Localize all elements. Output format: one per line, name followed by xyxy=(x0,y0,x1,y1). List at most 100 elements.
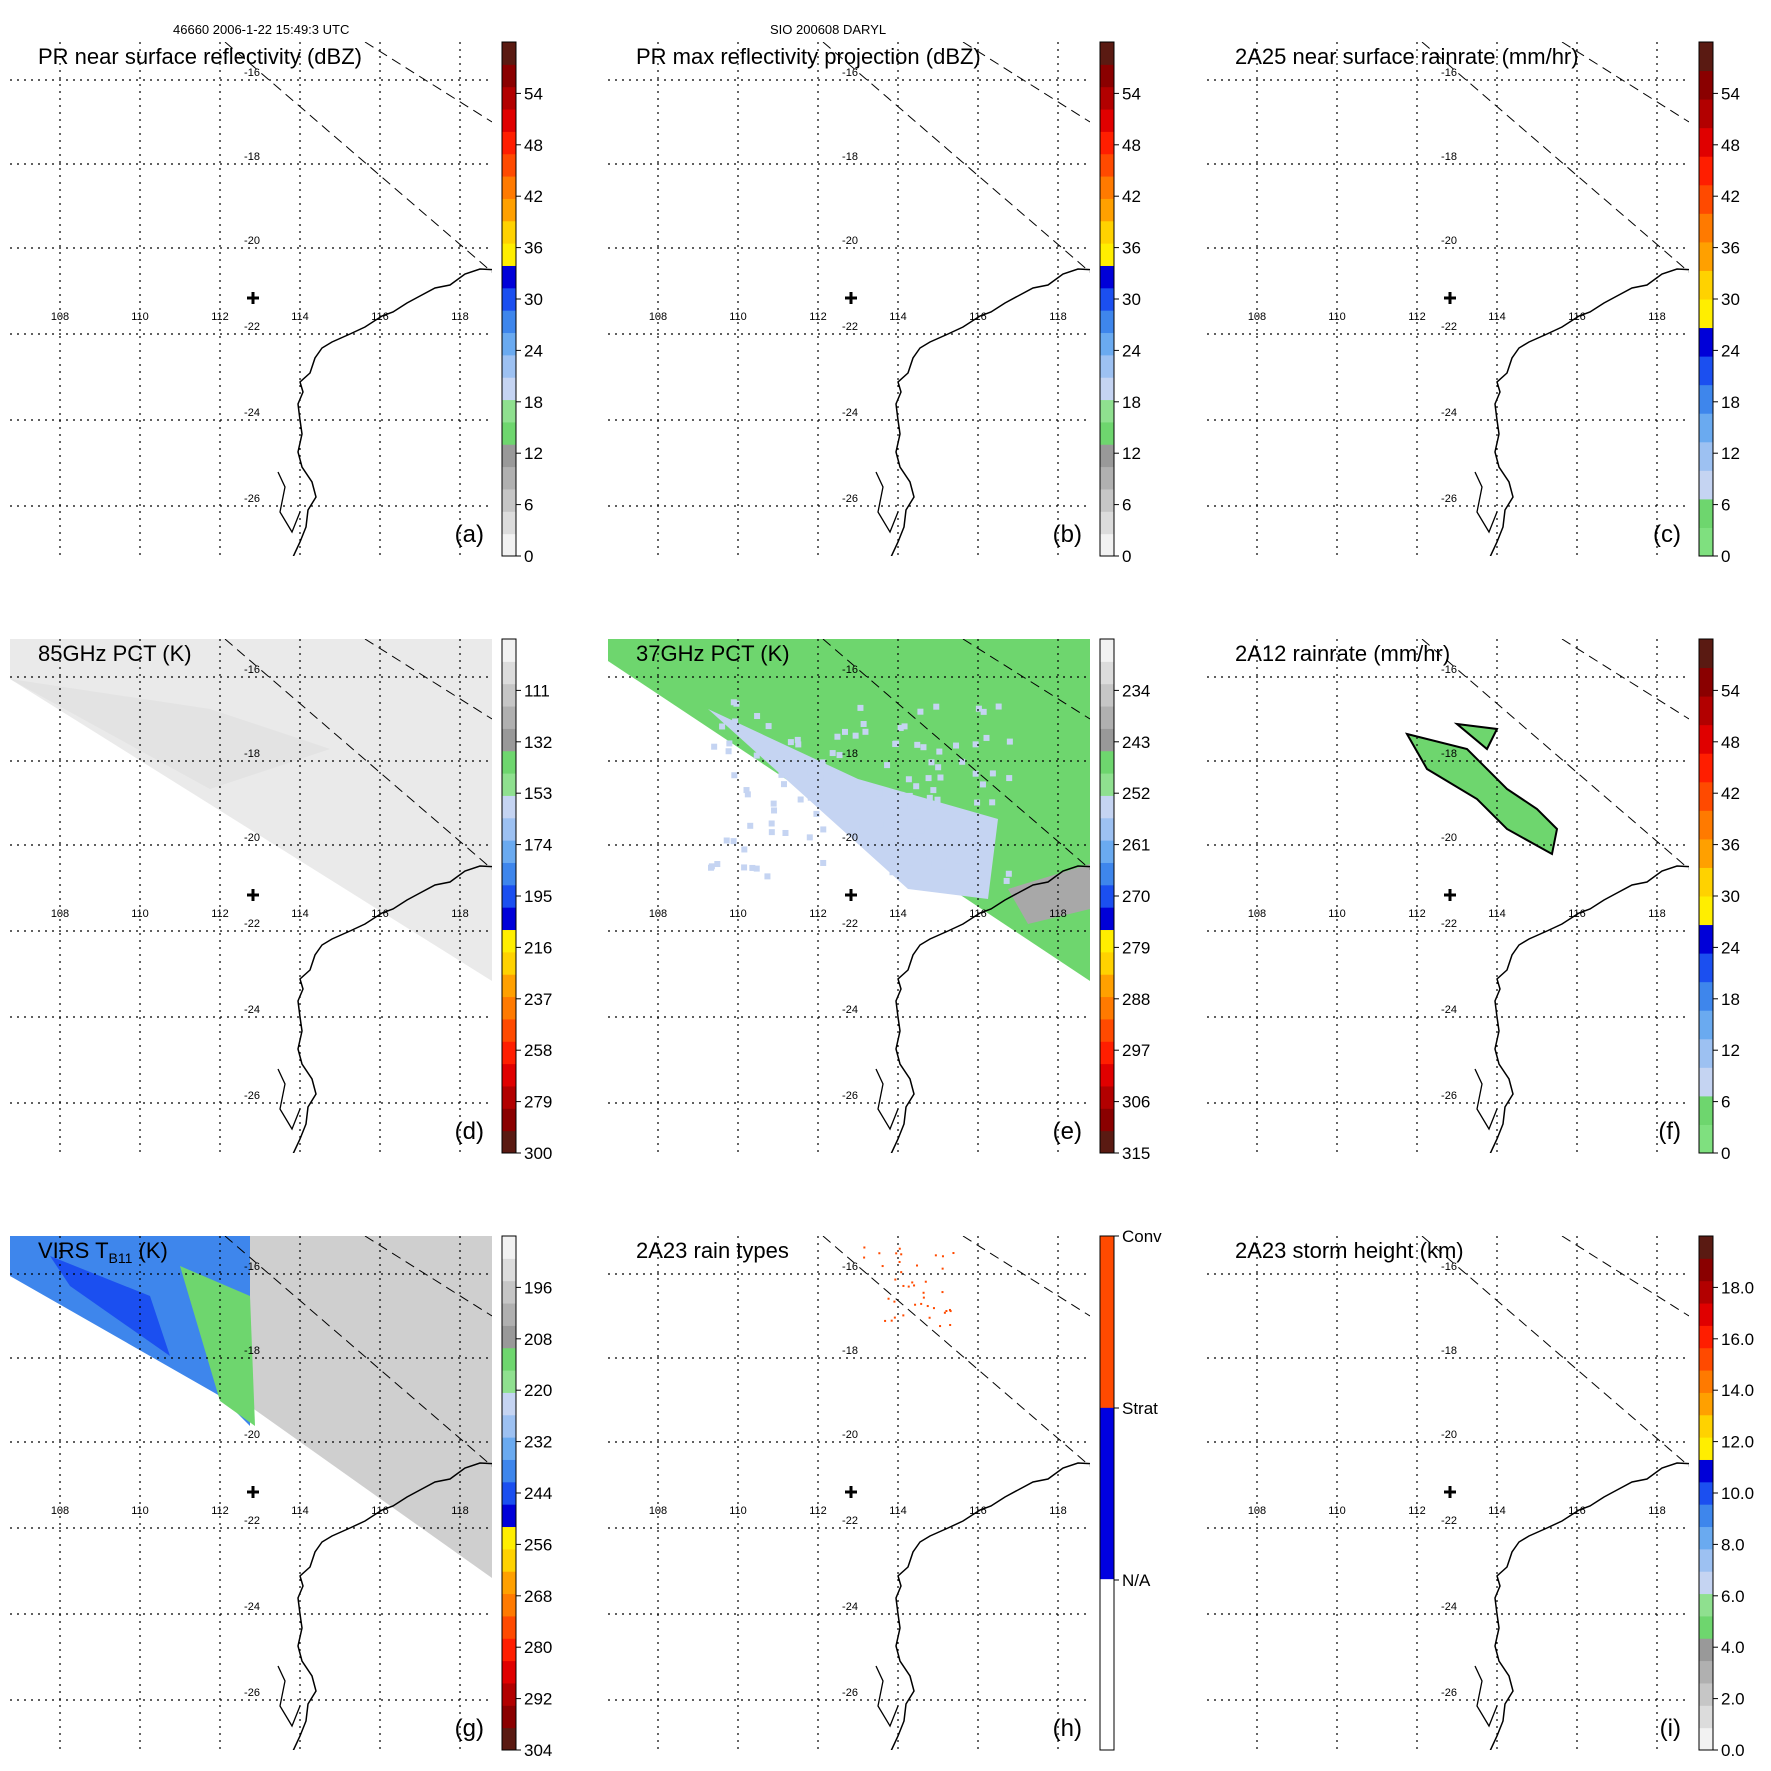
virs-cloud-edge xyxy=(180,1266,255,1426)
colorbar-b: 0 6 12 18 24 30 36 42 48 54 xyxy=(1099,41,1141,566)
colorbar-segment xyxy=(502,728,516,752)
pct37-pixel xyxy=(834,733,841,740)
lat-label: -20 xyxy=(244,235,260,247)
lon-label: 110 xyxy=(1328,1505,1346,1517)
colorbar-segment xyxy=(502,444,516,468)
pct37-pixel xyxy=(836,752,843,759)
colorbar-segment xyxy=(1100,176,1114,199)
colorbar-segment xyxy=(1699,838,1713,868)
colorbar-segment xyxy=(1100,840,1114,863)
colorbar-segment xyxy=(502,1258,516,1282)
colorbar-segment xyxy=(502,1280,516,1304)
colorbar-segment xyxy=(1100,1130,1114,1154)
pct37-pixel xyxy=(946,856,953,863)
lat-label: -18 xyxy=(1441,748,1457,760)
colorbar-segment xyxy=(1100,683,1114,707)
colorbar-segment xyxy=(502,42,516,65)
pct37-pixel xyxy=(981,862,988,869)
colorbar-segment xyxy=(502,466,516,490)
colorbar-segment xyxy=(502,1459,516,1483)
pr-swath-edge xyxy=(1421,1236,1689,1467)
lon-label: 110 xyxy=(131,1505,149,1517)
panel-c-map xyxy=(1207,42,1689,556)
pct37-pixel xyxy=(1006,738,1013,745)
panel-letter: (f) xyxy=(1658,1118,1681,1145)
colorbar-segment xyxy=(1100,466,1114,490)
pct37-pixel xyxy=(842,728,849,735)
conv-pixel xyxy=(922,1296,925,1299)
colorbar-tick-label: 30 xyxy=(1721,290,1740,309)
conv-pixel xyxy=(924,1280,927,1283)
colorbar-segment xyxy=(1699,270,1713,300)
colorbar-f: 0 6 12 18 24 30 36 42 48 54 xyxy=(1698,638,1740,1163)
colorbar-tick-label: 24 xyxy=(1122,341,1141,360)
colorbar-segment xyxy=(502,750,516,774)
colorbar-tick-label: Conv xyxy=(1122,1227,1162,1246)
pct37-pixel xyxy=(889,869,896,876)
colorbar-segment xyxy=(502,1414,516,1438)
colorbar-segment xyxy=(502,198,516,222)
lat-label: -16 xyxy=(842,67,858,79)
colorbar-segment xyxy=(502,974,516,998)
colorbar-segment xyxy=(1699,1280,1713,1304)
colorbar-segment xyxy=(502,310,516,334)
colorbar-tick-label: 30 xyxy=(1122,290,1141,309)
colorbar-segment xyxy=(502,840,516,863)
colorbar-tick-label: 54 xyxy=(1721,681,1740,700)
colorbar-tick-label: 54 xyxy=(524,84,543,103)
lon-label: 112 xyxy=(1408,1505,1426,1517)
lat-label: -16 xyxy=(1441,1261,1457,1273)
lon-label: 116 xyxy=(969,311,987,323)
colorbar-segment xyxy=(1699,753,1713,783)
colorbar-tick-label: 279 xyxy=(524,1093,552,1112)
conv-pixel xyxy=(893,1300,896,1303)
colorbar-segment xyxy=(1699,356,1713,386)
colorbar-tick-label: 14.0 xyxy=(1721,1381,1754,1400)
colorbar-tick-label: 42 xyxy=(1721,187,1740,206)
panel-f-map xyxy=(1207,639,1689,1153)
colorbar-tick-label: N/A xyxy=(1122,1571,1151,1590)
colorbar-segment xyxy=(1699,1526,1713,1550)
lat-label: -16 xyxy=(244,664,260,676)
conv-pixel xyxy=(894,1278,897,1281)
lat-label: -16 xyxy=(842,1261,858,1273)
lat-label: -18 xyxy=(244,151,260,163)
pct37-pixel xyxy=(989,770,996,777)
pct37-pixel xyxy=(936,807,943,814)
conv-pixel xyxy=(926,1305,929,1308)
pr-swath-edge xyxy=(962,42,1090,123)
conv-pixel xyxy=(945,1310,948,1313)
lat-label: -16 xyxy=(842,664,858,676)
coastline-bay xyxy=(875,1068,899,1131)
lon-label: 114 xyxy=(291,1505,309,1517)
pct37-pixel xyxy=(897,724,904,731)
colorbar-segment xyxy=(502,109,516,132)
lat-label: -16 xyxy=(1441,664,1457,676)
colorbar-segment xyxy=(1699,1727,1713,1751)
colorbar-segment xyxy=(1100,533,1114,557)
colorbar-segment xyxy=(502,1705,516,1729)
pr-swath-edge xyxy=(822,639,1090,870)
pct37-pixel xyxy=(910,838,917,845)
conv-pixel xyxy=(884,1319,887,1322)
pct37-pixel xyxy=(820,826,827,833)
lat-label: -22 xyxy=(244,321,260,333)
colorbar-segment xyxy=(502,377,516,401)
pct37-pixel xyxy=(972,770,979,777)
colorbar-segment xyxy=(1699,1414,1713,1438)
colorbar-tick-label: 216 xyxy=(524,938,552,957)
colorbar-segment xyxy=(1699,413,1713,443)
pct37-pixel xyxy=(852,732,859,739)
pct37-pixel xyxy=(980,708,987,715)
colorbar-segment xyxy=(1699,498,1713,528)
pct37-pixel xyxy=(989,799,996,806)
colorbar-tick-label: 0 xyxy=(524,547,533,566)
pct37-pixel xyxy=(914,741,921,748)
pct37-pixel xyxy=(829,750,836,757)
pct37-pixel xyxy=(877,821,884,828)
pct37-pixel xyxy=(768,820,775,827)
pct37-pixel xyxy=(862,728,869,735)
colorbar-segment xyxy=(502,1504,516,1528)
colorbar-segment xyxy=(1100,444,1114,468)
panel-e: 108 110 112 114 116 118 -16 -18 -20 -22 -24 -26 37GH… xyxy=(608,638,1150,1163)
